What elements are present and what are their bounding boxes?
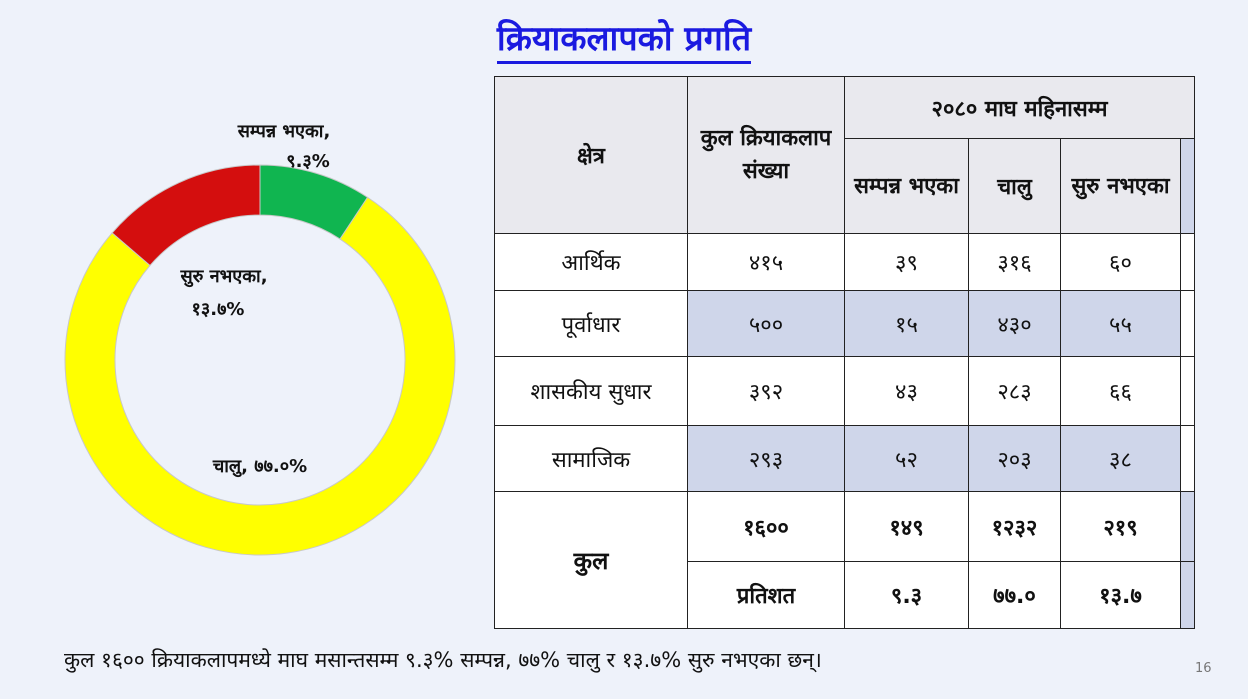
percent-label: प्रतिशत — [687, 561, 845, 629]
row-ongoing: ३१६ — [968, 233, 1061, 291]
table-row: सामाजिक २९३ ५२ २०३ ३८ — [494, 425, 1195, 492]
page-number: 16 — [1195, 661, 1212, 676]
percent-completed: ९.३ — [844, 561, 969, 629]
header-ongoing: चालु — [968, 138, 1061, 234]
page-title: क्रियाकलापको प्रगति — [0, 14, 1248, 64]
row-not-started: ५५ — [1060, 290, 1181, 357]
donut-label-ongoing-line1: चालु, ७७.०% — [212, 456, 307, 478]
donut-label-completed-line2: ९.३% — [286, 151, 330, 172]
total-activities: १६०० — [687, 491, 845, 562]
donut-label-not-started-line2: १३.७% — [192, 299, 245, 320]
total-label: कुल — [494, 491, 688, 629]
header-total-activities: कुल क्रियाकलाप संख्या — [687, 76, 845, 234]
donut-label-not-started-line1: सुरु नभएका, — [179, 266, 267, 288]
row-edge-cell — [1180, 425, 1195, 492]
donut-slice-ongoing — [64, 196, 456, 556]
row-ongoing: ४३० — [968, 290, 1061, 357]
header-sector: क्षेत्र — [494, 76, 688, 234]
header-group-magh-2080: २०८० माघ महिनासम्म — [844, 76, 1195, 139]
row-completed: ४३ — [844, 356, 969, 426]
row-not-started: ६६ — [1060, 356, 1181, 426]
row-not-started: ३८ — [1060, 425, 1181, 492]
total-edge-cell — [1180, 491, 1195, 562]
row-ongoing: २८३ — [968, 356, 1061, 426]
total-row: कुल १६०० १४९ १२३२ २१९ — [494, 491, 1195, 629]
row-not-started: ६० — [1060, 233, 1181, 291]
percent-row: प्रतिशत ९.३ ७७.० १३.७ — [495, 561, 1195, 629]
table-row: आर्थिक ४१५ ३९ ३१६ ६० — [494, 233, 1195, 291]
row-sector: सामाजिक — [494, 425, 688, 492]
table-row: पूर्वाधार ५०० १५ ४३० ५५ — [494, 290, 1195, 357]
row-total: २९३ — [687, 425, 845, 492]
row-total: ४१५ — [687, 233, 845, 291]
total-ongoing: १२३२ — [968, 491, 1061, 562]
total-completed: १४९ — [844, 491, 969, 562]
row-total: ३९२ — [687, 356, 845, 426]
row-edge-cell — [1180, 356, 1195, 426]
row-edge-cell — [1180, 233, 1195, 291]
table-row: शासकीय सुधार ३९२ ४३ २८३ ६६ — [494, 356, 1195, 426]
row-total: ५०० — [687, 290, 845, 357]
percent-edge-cell — [1180, 561, 1195, 629]
header-not-started: सुरु नभएका — [1060, 138, 1181, 234]
header-completed: सम्पन्न भएका — [844, 138, 969, 234]
percent-ongoing: ७७.० — [968, 561, 1061, 629]
donut-slice-not-started — [111, 164, 261, 267]
row-completed: ३९ — [844, 233, 969, 291]
percent-not-started: १३.७ — [1060, 561, 1181, 629]
row-sector: शासकीय सुधार — [494, 356, 688, 426]
donut-label-completed-line1: सम्पन्न भएका, — [237, 121, 331, 142]
progress-table: क्षेत्र कुल क्रियाकलाप संख्या २०८० माघ म… — [494, 76, 1195, 629]
header-edge-cell — [1180, 138, 1195, 234]
row-sector: आर्थिक — [494, 233, 688, 291]
row-sector: पूर्वाधार — [494, 290, 688, 357]
row-completed: १५ — [844, 290, 969, 357]
page-title-text: क्रियाकलापको प्रगति — [496, 19, 752, 64]
total-not-started: २१९ — [1060, 491, 1181, 562]
progress-donut-chart: सम्पन्न भएका, ९.३% चालु, ७७.०% सुरु नभएका, १… — [64, 121, 456, 556]
row-ongoing: २०३ — [968, 425, 1061, 492]
row-edge-cell — [1180, 290, 1195, 357]
summary-note: कुल १६०० क्रियाकलापमध्ये माघ मसान्तसम्म … — [64, 648, 822, 672]
row-completed: ५२ — [844, 425, 969, 492]
